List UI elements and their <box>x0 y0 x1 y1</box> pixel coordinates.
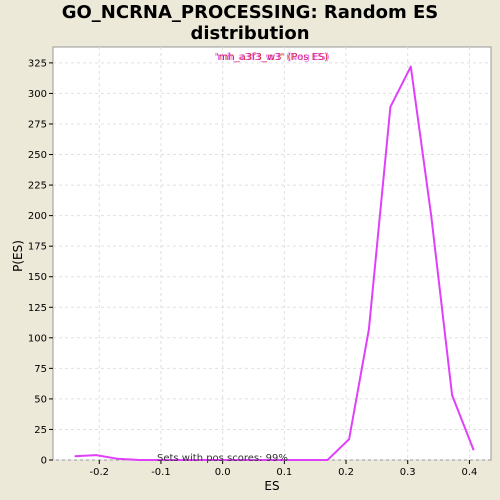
y-tick-label: 75 <box>34 364 47 375</box>
legend-neg-es: 'mh_a3f3_w3' (Neg ES) <box>214 52 329 63</box>
x-tick-label: -0.2 <box>90 467 110 478</box>
y-tick-label: 50 <box>34 394 47 405</box>
y-tick-label: 150 <box>28 272 47 283</box>
axes: 0 25 50 75 100 125 150 175 200 225 250 275 300 325 -0.… <box>28 58 477 478</box>
y-tick-label: 225 <box>28 181 47 192</box>
title-line-1: GO_NCRNA_PROCESSING: Random ES <box>61 2 439 23</box>
y-tick-label: 325 <box>28 58 47 69</box>
x-tick-label: 0.0 <box>215 467 231 478</box>
page-title: GO_NCRNA_PROCESSING: Random ES distribut… <box>0 2 500 44</box>
x-tick-label: 0.3 <box>400 467 416 478</box>
title-line-2: distribution <box>190 23 310 44</box>
y-tick-label: 275 <box>28 119 47 130</box>
y-tick-label: 100 <box>28 333 47 344</box>
series-layer <box>74 65 475 461</box>
y-tick-label: 175 <box>28 242 47 253</box>
y-tick-label: 200 <box>28 211 47 222</box>
legend: 'mh_a3f3_w3' (Pos ES)'mh_a3f3_w3' (Neg E… <box>214 52 329 63</box>
legend-pos-es: 'mh_a3f3_w3' (Pos ES) <box>216 52 328 63</box>
x-tick-label: 0.4 <box>461 467 477 478</box>
grid <box>53 47 491 461</box>
x-tick-label: 0.2 <box>338 467 354 478</box>
x-tick-label: -0.1 <box>151 467 171 478</box>
y-axis-title: P(ES) <box>11 240 25 272</box>
x-axis-title: ES <box>264 479 279 493</box>
series-line-neg-es <box>74 65 475 461</box>
y-tick-label: 125 <box>28 303 47 314</box>
annotation-pos-scores: Sets with pos scores: 99% <box>157 453 288 464</box>
y-tick-label: 250 <box>28 150 47 161</box>
y-tick-label: 25 <box>34 425 47 436</box>
x-tick-label: 0.1 <box>276 467 292 478</box>
y-tick-label: 0 <box>41 456 47 467</box>
plot-area <box>52 46 492 461</box>
y-tick-label: 300 <box>28 89 47 100</box>
